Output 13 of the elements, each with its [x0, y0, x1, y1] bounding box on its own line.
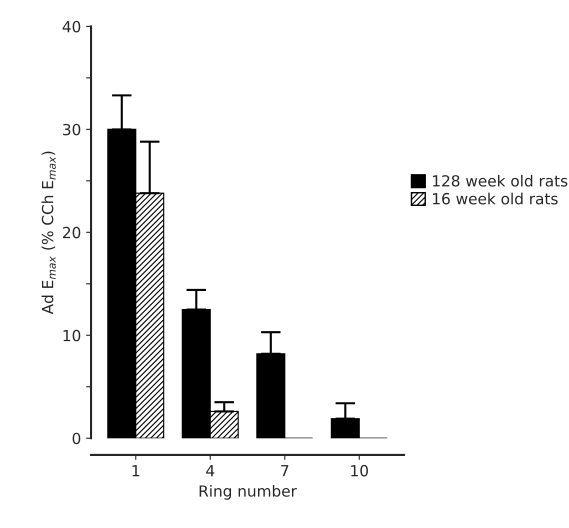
- x-tick-label: 1: [132, 465, 140, 476]
- y-tick-label: 10: [64, 330, 80, 342]
- y-tick-label: 40: [62, 20, 80, 32]
- y-axis-title: Ad E$_{max}$ (% CCh E$_{max}$): [42, 152, 56, 314]
- y-tick-label: 20: [62, 226, 80, 238]
- x-tick-label: 10: [351, 464, 368, 476]
- legend-label: 16 week old rats: [433, 192, 558, 204]
- y-tick-label: 30: [63, 124, 80, 136]
- x-tick-label: 4: [206, 465, 214, 476]
- x-tick-label: 7: [281, 465, 288, 476]
- legend-label: 128 week old rats: [433, 174, 568, 187]
- y-tick-label: 0: [72, 432, 80, 444]
- x-axis-title: Ring number: [200, 484, 297, 500]
